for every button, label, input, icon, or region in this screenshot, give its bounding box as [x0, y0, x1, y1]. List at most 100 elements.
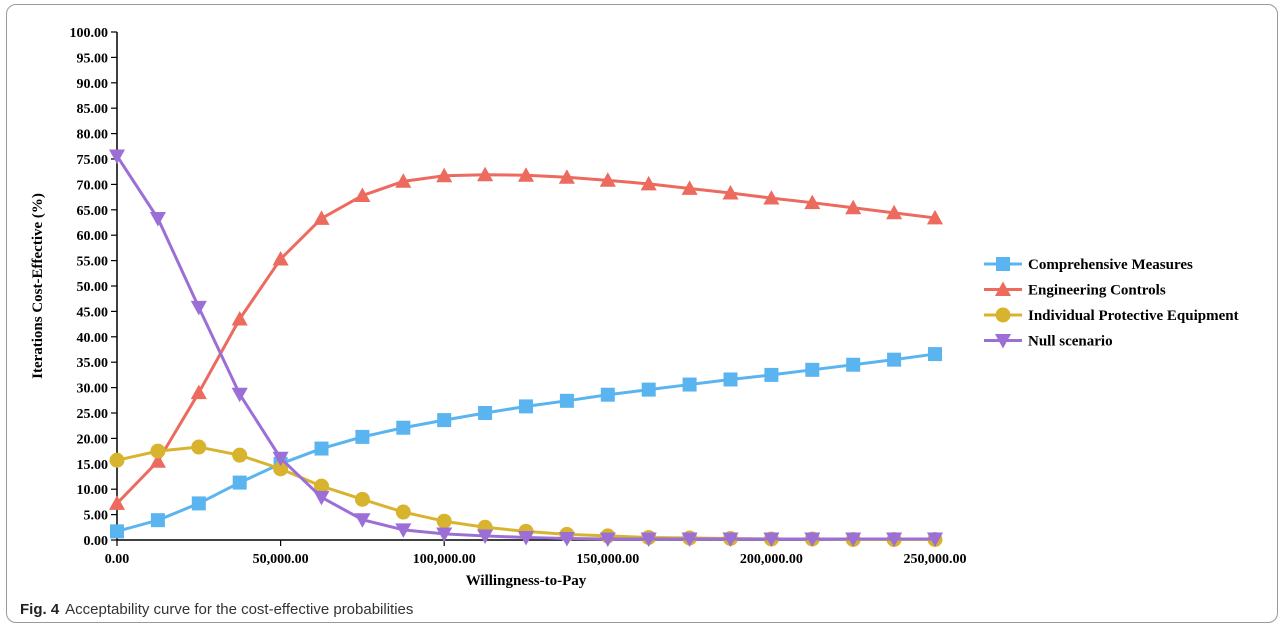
data-point	[436, 167, 453, 183]
data-point	[519, 399, 533, 414]
data-point	[395, 173, 412, 188]
y-tick-label: 100.00	[70, 26, 109, 41]
x-tick-label: 100,000.00	[413, 552, 476, 567]
data-point	[764, 367, 779, 382]
y-tick-label: 40.00	[77, 331, 109, 346]
legend-label: Comprehensive Measures	[1028, 257, 1193, 273]
data-point	[845, 199, 862, 215]
legend-item: Individual Protective Equipment	[984, 307, 1239, 324]
data-point	[191, 439, 207, 455]
y-tick-label: 55.00	[77, 255, 109, 270]
data-point	[722, 184, 739, 200]
data-point	[313, 210, 330, 225]
y-tick-label: 35.00	[77, 356, 109, 371]
y-tick-label: 95.00	[77, 51, 109, 66]
data-point	[640, 175, 657, 191]
data-point	[355, 429, 370, 444]
data-point	[926, 209, 944, 225]
series-layer	[108, 149, 944, 548]
data-point	[682, 377, 697, 392]
y-tick-label: 75.00	[77, 153, 109, 168]
x-tick-label: 0.00	[105, 552, 130, 567]
data-point	[886, 532, 903, 548]
y-axis-title: Iterations Cost-Effective (%)	[30, 193, 46, 379]
legend-swatch-marker	[994, 281, 1012, 296]
series-line	[116, 352, 936, 533]
legend-item: Engineering Controls	[984, 281, 1166, 299]
y-tick-label: 80.00	[77, 128, 109, 143]
data-point	[477, 529, 494, 544]
data-point	[354, 491, 370, 507]
data-point	[150, 443, 166, 459]
figure-caption-text: Acceptability curve for the cost-effecti…	[65, 601, 414, 618]
data-point	[110, 524, 124, 539]
data-point	[108, 495, 126, 510]
data-point	[723, 372, 738, 387]
y-tick-label: 50.00	[77, 280, 109, 295]
series-comprehensive-measures	[110, 347, 942, 539]
data-point	[558, 532, 575, 547]
data-point	[804, 194, 821, 210]
y-tick-label: 70.00	[77, 178, 109, 193]
legend-swatch-marker	[996, 257, 1010, 271]
data-point	[150, 513, 165, 528]
data-point	[313, 490, 330, 506]
y-tick-label: 60.00	[77, 229, 109, 244]
data-point	[109, 452, 125, 468]
data-point	[559, 393, 574, 408]
data-point	[232, 447, 248, 463]
data-point	[354, 187, 371, 203]
data-point	[436, 513, 452, 529]
data-point	[190, 384, 207, 400]
data-point	[640, 532, 657, 548]
data-point	[517, 167, 535, 182]
data-point	[396, 420, 411, 435]
data-point	[600, 387, 615, 402]
legend-label: Individual Protective Equipment	[1028, 308, 1239, 324]
data-point	[681, 180, 698, 195]
data-point	[477, 166, 494, 182]
figure-caption: Fig. 4 Acceptability curve for the cost-e…	[20, 601, 413, 618]
legend-item: Null scenario	[984, 334, 1113, 350]
data-point	[190, 300, 207, 316]
data-point	[354, 513, 371, 528]
data-point	[517, 531, 535, 546]
series-null-scenario	[108, 149, 944, 548]
y-tick-label: 20.00	[77, 432, 109, 447]
data-point	[231, 387, 248, 403]
data-point	[149, 453, 166, 468]
legend-swatch-marker	[995, 307, 1011, 323]
y-tick-label: 90.00	[77, 77, 109, 92]
data-point	[314, 478, 329, 494]
data-point	[763, 190, 780, 205]
data-point	[191, 496, 206, 511]
data-point	[804, 532, 821, 548]
data-point	[437, 413, 452, 428]
data-point	[846, 357, 861, 372]
axes: 0.00 5.00 10.00 15.00 20.00 25.00 30.00 35.00 40…	[70, 26, 967, 567]
data-point	[395, 504, 411, 520]
data-point	[231, 310, 248, 326]
legend-item: Comprehensive Measures	[984, 257, 1193, 273]
y-tick-label: 65.00	[77, 204, 109, 219]
legend: Comprehensive Measures Engineering Contro…	[984, 257, 1239, 350]
data-point	[149, 211, 166, 227]
data-point	[599, 532, 616, 548]
y-tick-label: 25.00	[77, 407, 109, 422]
x-tick-label: 200,000.00	[740, 552, 803, 567]
data-point	[928, 347, 942, 362]
x-axis-title: Willingness-to-Pay	[466, 573, 587, 589]
legend-swatch-marker	[994, 334, 1012, 349]
figure-frame	[6, 4, 1278, 623]
data-point	[436, 527, 453, 542]
data-point	[681, 532, 698, 548]
data-point	[314, 441, 329, 456]
y-tick-label: 15.00	[77, 458, 109, 473]
data-point	[886, 204, 903, 220]
y-tick-label: 10.00	[77, 483, 109, 498]
data-point	[763, 532, 780, 548]
data-point	[641, 382, 656, 397]
data-point	[805, 362, 820, 377]
x-tick-label: 50,000.00	[253, 552, 309, 567]
